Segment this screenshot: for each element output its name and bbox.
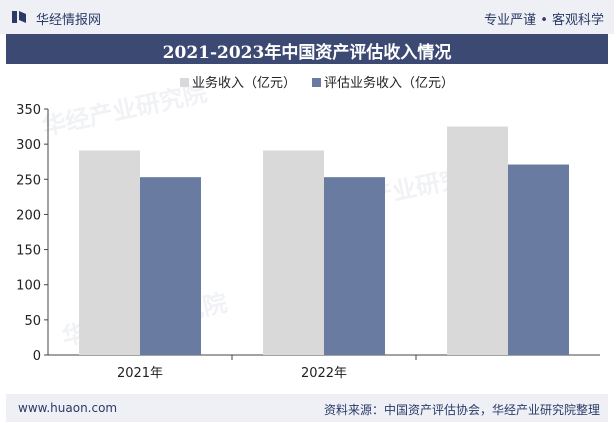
y-tick-label: 100 [16,279,41,294]
bar [263,150,324,355]
brand-name: 华经情报网 [36,13,102,28]
legend-label: 业务收入（亿元） [192,75,296,91]
bar [447,126,508,355]
logo-icon [12,11,26,23]
slogan: 专业严谨 • 客观科学 [484,13,604,28]
bar [508,164,569,355]
legend-label: 评估业务收入（亿元） [324,75,454,91]
y-tick-label: 200 [16,208,41,223]
x-tick-label: 2022年 [301,366,347,381]
bar [79,150,140,355]
data-source: 资料来源：中国资产评估协会，华经产业研究院整理 [323,403,600,417]
bar [324,177,385,355]
y-tick-label: 300 [16,138,41,153]
top-bar: 华经情报网 专业严谨 • 客观科学 [0,0,614,34]
chart-title: 2021-2023年中国资产评估收入情况 [162,43,452,63]
bar [140,177,201,355]
legend-swatch [312,78,321,87]
y-tick-label: 350 [16,103,41,118]
title-bar: 2021-2023年中国资产评估收入情况 [6,34,608,64]
y-tick-label: 0 [33,349,41,364]
x-tick-label: 2021年 [117,366,163,381]
website-url[interactable]: www.huaon.com [18,401,118,415]
footer: www.huaon.com 资料来源：中国资产评估协会，华经产业研究院整理 [6,394,608,422]
bar-chart: 业务收入（亿元） 评估业务收入（亿元） 0 50 100 150 200 250 300 350 2… [16,75,600,381]
legend-swatch [180,78,189,87]
y-tick-label: 150 [16,244,41,259]
y-tick-label: 250 [16,173,41,188]
y-tick-label: 50 [24,314,41,329]
